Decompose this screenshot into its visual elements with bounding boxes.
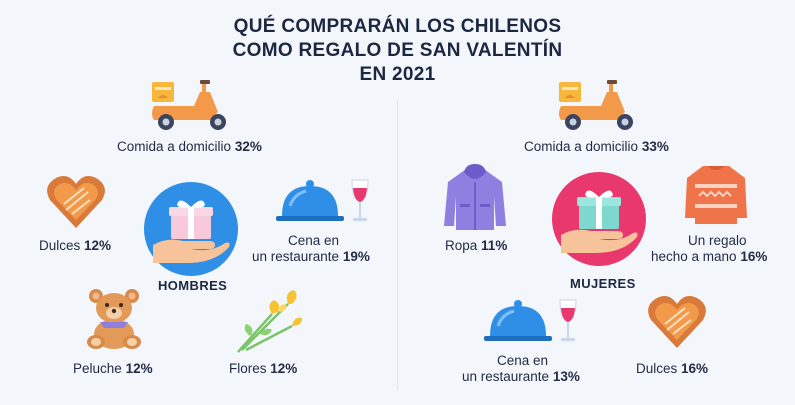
item-percent: 32% [234,139,262,154]
item-name: Peluche [73,361,122,376]
scooter-icon [152,80,226,130]
item-percent: 16% [740,249,768,264]
mujeres-comida-label: Comida a domicilio 33% [524,138,669,155]
item-percent: 13% [552,369,580,384]
cloche-wine-icon [276,179,369,221]
item-percent: 16% [681,361,709,376]
teddy-bear-icon [87,289,141,349]
hombres-gift-icon [144,182,238,276]
hombres-comida-label: Comida a domicilio 32% [117,138,262,155]
heart-chocolate-icon [648,296,706,348]
hombres-cena-label-1: Cena en [288,233,340,248]
flowers-icon [237,290,302,353]
mujeres-dulces-label: Dulces 16% [636,360,708,377]
title-line-3: EN 2021 [359,64,436,85]
column-divider [397,100,398,390]
item-name: Ropa [445,238,478,253]
title-line-2: COMO REGALO DE SAN VALENTÍN [232,40,563,61]
item-percent: 12% [270,361,298,376]
sweater-icon [685,166,747,224]
item-name: Dulces [636,361,678,376]
jacket-icon [444,164,506,230]
item-percent: 11% [481,238,508,253]
mujeres-label: MUJERES [570,276,636,291]
item-name: un restaurante [252,249,340,264]
scooter-icon [559,80,633,130]
item-name: Comida a domicilio [524,139,639,154]
item-name: un restaurante [462,369,550,384]
heart-chocolate-icon [47,176,105,228]
item-name: Comida a domicilio [117,139,232,154]
cloche-wine-icon [484,299,577,341]
mujeres-regalo-label-1: Un regalo [688,233,747,248]
hombres-cena-label-2: un restaurante 19% [252,248,370,265]
mujeres-cena-label-2: un restaurante 13% [462,368,580,385]
hombres-dulces-label: Dulces 12% [39,237,111,254]
item-percent: 33% [641,139,669,154]
item-percent: 12% [125,361,153,376]
item-percent: 12% [84,238,112,253]
mujeres-gift-icon [552,172,646,266]
mujeres-regalo-label-2: hecho a mano 16% [651,248,767,265]
hombres-peluche-label: Peluche 12% [73,360,153,377]
item-name: Dulces [39,238,81,253]
hombres-label: HOMBRES [158,278,228,293]
mujeres-ropa-label: Ropa 11% [445,237,507,254]
item-name: Flores [229,361,267,376]
item-name: hecho a mano [651,249,737,264]
title-line-1: QUÉ COMPRARÁN LOS CHILENOS [233,16,562,37]
hombres-flores-label: Flores 12% [229,360,297,377]
item-percent: 19% [342,249,370,264]
mujeres-cena-label-1: Cena en [497,353,549,368]
